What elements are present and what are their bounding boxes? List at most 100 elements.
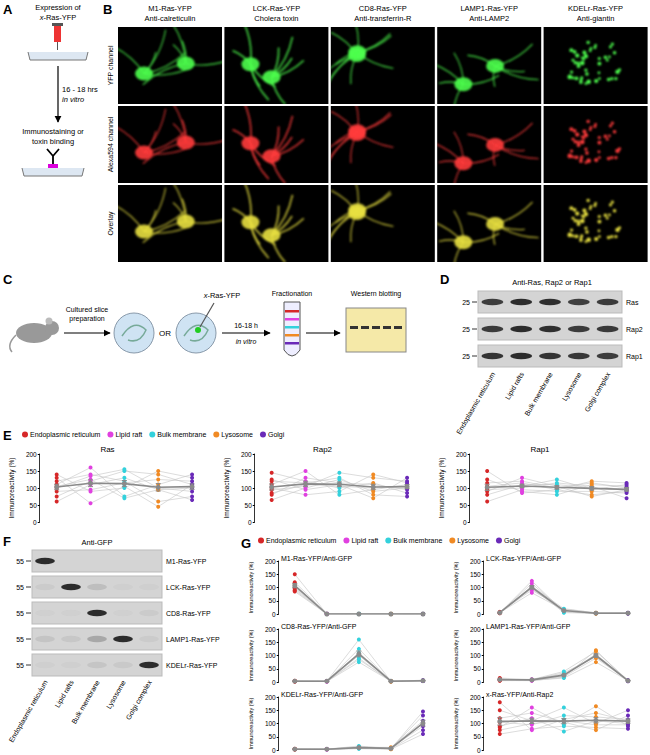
svg-text:Golgi: Golgi — [268, 431, 285, 439]
svg-text:16 - 18 hrs: 16 - 18 hrs — [62, 85, 98, 94]
svg-text:Immunoreactivity (%): Immunoreactivity (%) — [248, 630, 254, 682]
svg-text:Immunoreactivity (%): Immunoreactivity (%) — [248, 698, 254, 750]
svg-text:100: 100 — [470, 720, 481, 727]
svg-text:0: 0 — [248, 519, 252, 526]
svg-text:200: 200 — [265, 558, 276, 565]
svg-text:50: 50 — [30, 502, 38, 509]
svg-text:50: 50 — [460, 502, 468, 509]
svg-text:16-18 h: 16-18 h — [234, 322, 258, 329]
svg-text:Lipid raft: Lipid raft — [351, 537, 378, 545]
svg-text:LAMP1-Ras-YFP/Anti-GFP: LAMP1-Ras-YFP/Anti-GFP — [486, 623, 571, 630]
svg-text:M1-Ras-YFP/Anti-GFP: M1-Ras-YFP/Anti-GFP — [281, 555, 353, 562]
svg-text:25: 25 — [462, 299, 470, 306]
svg-text:150: 150 — [470, 707, 481, 714]
svg-text:Lysosome: Lysosome — [457, 537, 489, 545]
svg-text:100: 100 — [241, 485, 252, 492]
svg-text:Lipid raft: Lipid raft — [115, 431, 142, 439]
svg-text:0: 0 — [33, 519, 37, 526]
svg-text:200: 200 — [265, 694, 276, 701]
svg-text:Cultured slice: Cultured slice — [66, 306, 109, 313]
svg-text:KDELr-Ras-YFP/Anti-GFP: KDELr-Ras-YFP/Anti-GFP — [281, 691, 363, 698]
svg-text:preparation: preparation — [69, 315, 105, 323]
svg-text:x-Ras-YFP: x-Ras-YFP — [203, 291, 241, 300]
svg-text:CD8-Ras-YFP: CD8-Ras-YFP — [166, 610, 211, 617]
svg-text:150: 150 — [265, 571, 276, 578]
svg-text:200: 200 — [470, 558, 481, 565]
svg-text:0: 0 — [477, 679, 481, 686]
svg-text:Cholera toxin: Cholera toxin — [254, 14, 298, 23]
svg-text:50: 50 — [269, 597, 277, 604]
svg-text:Bulk membrane: Bulk membrane — [70, 679, 101, 725]
svg-text:0: 0 — [272, 679, 276, 686]
svg-text:Bulk membrane: Bulk membrane — [393, 537, 442, 544]
svg-text:150: 150 — [456, 468, 467, 475]
svg-text:200: 200 — [241, 451, 252, 458]
svg-text:55: 55 — [16, 584, 24, 591]
svg-text:Anti-Ras, Rap2 or Rap1: Anti-Ras, Rap2 or Rap1 — [512, 278, 592, 287]
svg-text:M1-Ras-YFP: M1-Ras-YFP — [166, 558, 207, 565]
svg-text:55: 55 — [16, 662, 24, 669]
svg-text:x-Ras-YFP/Anti-Rap2: x-Ras-YFP/Anti-Rap2 — [486, 691, 553, 699]
svg-text:in vitro: in vitro — [236, 338, 257, 345]
svg-text:E: E — [3, 428, 12, 443]
svg-text:Expression of: Expression of — [35, 3, 81, 12]
svg-text:Anti-calreticulin: Anti-calreticulin — [145, 14, 196, 23]
svg-text:Lysosome: Lysosome — [561, 371, 584, 402]
svg-text:150: 150 — [241, 468, 252, 475]
svg-text:Rap1: Rap1 — [626, 353, 643, 361]
svg-text:LAMP1-Ras-YFP: LAMP1-Ras-YFP — [166, 636, 220, 643]
svg-text:C: C — [3, 272, 13, 287]
svg-text:Endoplasmic reticulum: Endoplasmic reticulum — [266, 537, 337, 545]
svg-text:toxin binding: toxin binding — [32, 137, 74, 146]
svg-text:55: 55 — [16, 636, 24, 643]
svg-text:Golgi complex: Golgi complex — [583, 371, 612, 414]
svg-text:50: 50 — [245, 502, 253, 509]
svg-text:D: D — [440, 272, 449, 287]
svg-text:CD8-Ras-YFP: CD8-Ras-YFP — [359, 4, 407, 13]
svg-text:LCK-Ras-YFP: LCK-Ras-YFP — [166, 584, 211, 591]
svg-text:Golgi: Golgi — [504, 537, 521, 545]
svg-text:Immunoreactivity (%): Immunoreactivity (%) — [453, 562, 459, 614]
svg-text:Endoplasmic reticulum: Endoplasmic reticulum — [8, 679, 50, 744]
svg-text:Bulk membrane: Bulk membrane — [157, 431, 206, 438]
svg-text:25: 25 — [462, 326, 470, 333]
svg-text:x-Ras-YFP: x-Ras-YFP — [39, 13, 77, 22]
svg-text:Immunoreactivity (%): Immunoreactivity (%) — [8, 457, 16, 518]
svg-text:Bulk membrane: Bulk membrane — [523, 371, 554, 417]
svg-text:100: 100 — [470, 652, 481, 659]
svg-text:200: 200 — [265, 626, 276, 633]
svg-text:Lysosome: Lysosome — [105, 679, 128, 710]
svg-text:0: 0 — [463, 519, 467, 526]
svg-text:OR: OR — [159, 329, 171, 338]
svg-text:Lipid rafts: Lipid rafts — [504, 371, 526, 402]
svg-text:150: 150 — [470, 639, 481, 646]
svg-text:100: 100 — [265, 652, 276, 659]
svg-text:B: B — [103, 2, 112, 17]
svg-text:Fractionation: Fractionation — [272, 290, 313, 297]
svg-text:25: 25 — [462, 353, 470, 360]
svg-text:Immunoreactivity (%): Immunoreactivity (%) — [438, 457, 446, 518]
svg-text:Lipid rafts: Lipid rafts — [54, 679, 76, 710]
svg-text:YFP channel: YFP channel — [107, 45, 114, 85]
svg-text:Immunostaining or: Immunostaining or — [22, 127, 84, 136]
svg-text:0: 0 — [272, 611, 276, 618]
svg-text:50: 50 — [474, 665, 482, 672]
svg-text:50: 50 — [269, 665, 277, 672]
svg-text:Rap2: Rap2 — [626, 326, 643, 334]
svg-text:Overlay: Overlay — [107, 211, 115, 236]
svg-text:A: A — [3, 2, 13, 17]
svg-text:Ras: Ras — [626, 299, 639, 306]
svg-text:0: 0 — [477, 747, 481, 754]
svg-text:KDELr-Ras-YFP: KDELr-Ras-YFP — [568, 4, 623, 13]
svg-text:200: 200 — [456, 451, 467, 458]
svg-text:Immunoreactivity (%): Immunoreactivity (%) — [248, 562, 254, 614]
svg-text:Rap2: Rap2 — [313, 445, 333, 454]
svg-text:KDELr-Ras-YFP: KDELr-Ras-YFP — [166, 662, 218, 669]
svg-text:200: 200 — [470, 694, 481, 701]
svg-text:Endoplasmic reticulum: Endoplasmic reticulum — [30, 431, 101, 439]
svg-text:Lysosome: Lysosome — [221, 431, 253, 439]
svg-text:100: 100 — [456, 485, 467, 492]
svg-text:55: 55 — [16, 610, 24, 617]
svg-text:G: G — [241, 536, 251, 551]
svg-text:Anti-GFP: Anti-GFP — [82, 538, 113, 547]
